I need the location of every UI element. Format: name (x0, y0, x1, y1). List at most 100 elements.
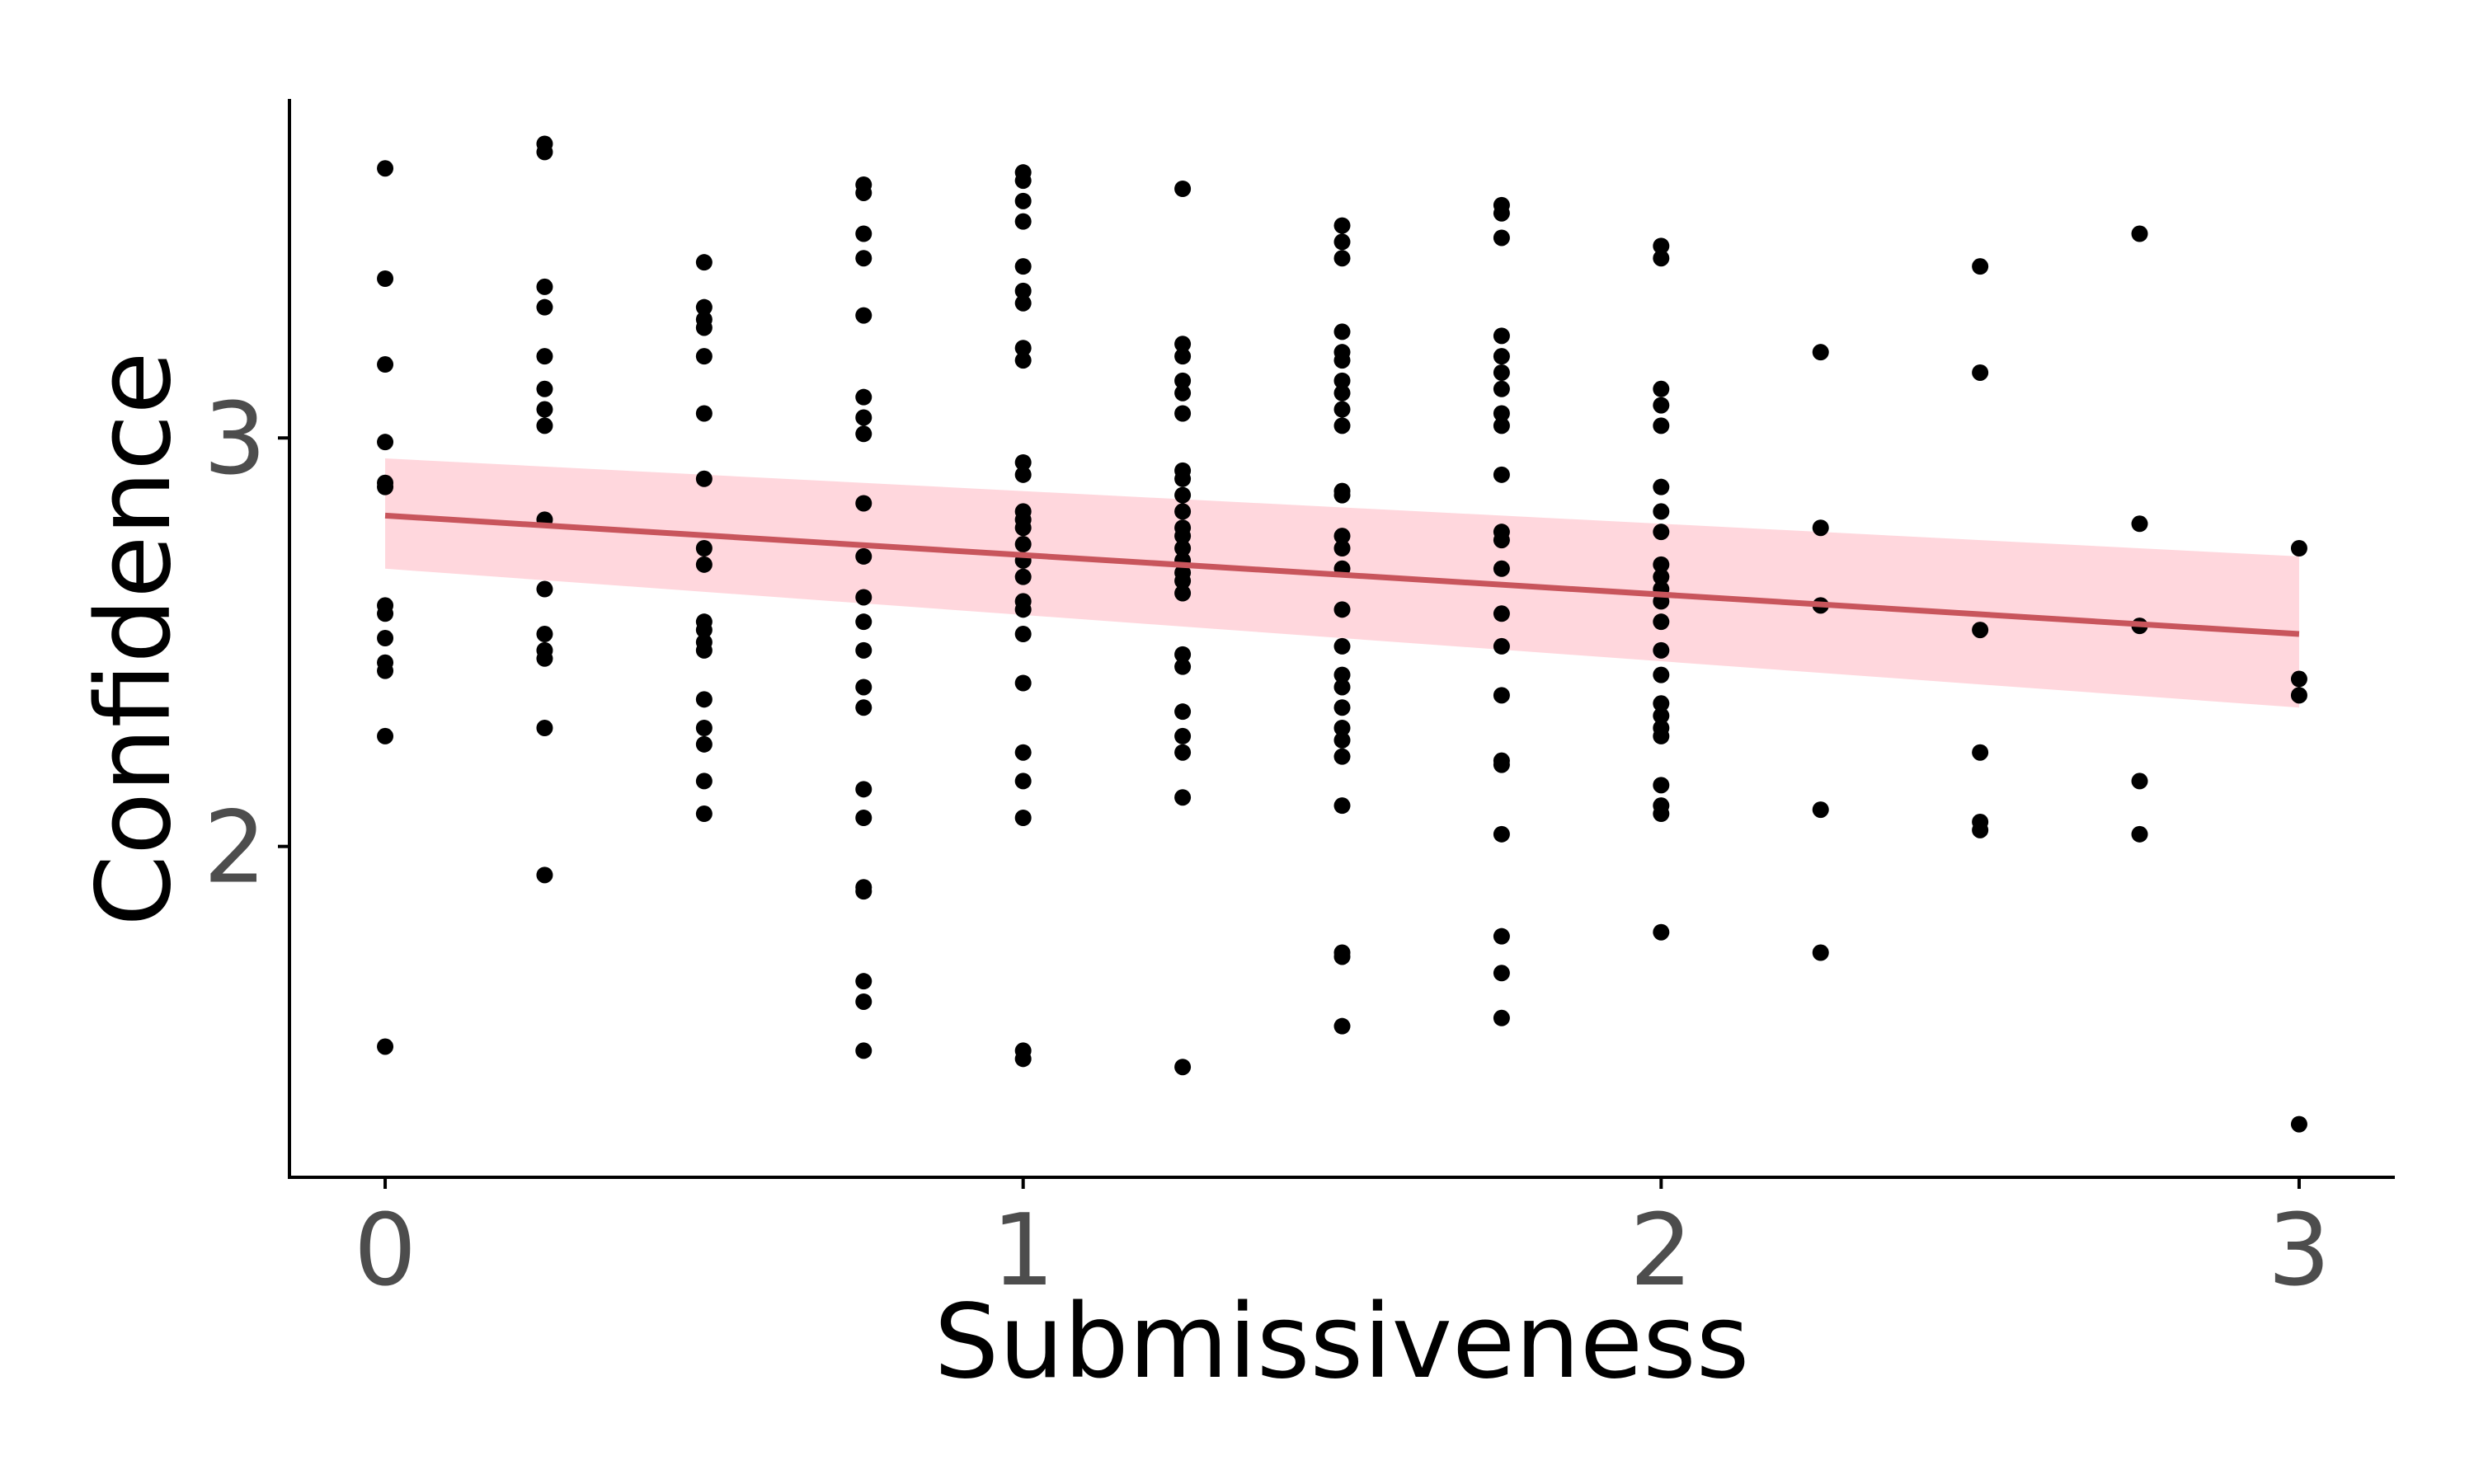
data-point (1493, 380, 1510, 397)
data-point (1014, 536, 1032, 553)
data-point (1333, 748, 1351, 765)
data-point (1014, 466, 1032, 483)
data-point (695, 622, 713, 639)
data-point (1493, 405, 1510, 422)
data-point (1493, 605, 1510, 622)
data-point (1653, 380, 1670, 397)
data-point (536, 278, 553, 295)
data-point (1493, 965, 1510, 982)
data-point (1972, 258, 1989, 275)
data-point (695, 556, 713, 573)
data-point (1174, 727, 1192, 744)
data-point (695, 298, 713, 316)
data-point (1653, 805, 1670, 823)
data-point (855, 883, 872, 900)
data-point (855, 810, 872, 826)
data-point (536, 580, 553, 598)
data-point (1653, 478, 1670, 495)
data-point (1174, 348, 1192, 365)
data-point (855, 679, 872, 696)
data-point (1333, 540, 1351, 556)
data-point (1333, 601, 1351, 618)
data-point (1174, 572, 1192, 589)
data-point (1653, 641, 1670, 659)
data-point (1972, 744, 1989, 761)
data-point (855, 388, 872, 406)
data-point (1653, 727, 1670, 744)
data-point (1014, 172, 1032, 190)
data-point (695, 348, 713, 365)
data-point (1174, 540, 1192, 556)
data-point (1493, 348, 1510, 365)
data-point (1333, 250, 1351, 267)
data-point (377, 160, 394, 177)
data-point (1174, 744, 1192, 761)
data-point (1812, 344, 1829, 361)
data-point (695, 641, 713, 659)
data-point (1014, 674, 1032, 692)
data-point (2131, 225, 2148, 242)
data-point (1174, 384, 1192, 402)
data-point (1174, 585, 1192, 602)
x-tick-label: 3 (2268, 1194, 2331, 1308)
data-point (855, 973, 872, 990)
data-point (1174, 658, 1192, 675)
data-point (1333, 637, 1351, 655)
data-point (2290, 540, 2307, 556)
data-point (1014, 213, 1032, 230)
data-point (1174, 372, 1192, 389)
data-point (1174, 405, 1192, 422)
data-point (1333, 233, 1351, 251)
data-point (1014, 258, 1032, 275)
data-point (855, 993, 872, 1010)
data-point (377, 727, 394, 744)
data-point (1812, 801, 1829, 819)
data-point (695, 735, 713, 753)
data-point (536, 380, 553, 397)
data-point (1493, 532, 1510, 549)
data-point (1014, 601, 1032, 618)
data-point (1333, 323, 1351, 340)
data-point (695, 405, 713, 422)
data-point (1333, 797, 1351, 815)
data-point (1493, 1009, 1510, 1026)
data-point (855, 1042, 872, 1059)
confidence-band (385, 458, 2299, 708)
data-point (1493, 466, 1510, 483)
data-point (1174, 1059, 1192, 1076)
data-point (1493, 756, 1510, 773)
data-point (1333, 720, 1351, 736)
data-point (536, 143, 553, 161)
y-tick-label: 3 (204, 383, 266, 497)
data-point (855, 184, 872, 201)
data-point (1333, 352, 1351, 369)
data-point (2290, 1115, 2307, 1133)
data-point (377, 478, 394, 495)
axes-layer (288, 99, 2395, 1179)
data-point (1333, 731, 1351, 749)
data-point (855, 225, 872, 242)
data-point (536, 417, 553, 434)
data-point (2131, 773, 2148, 790)
data-point (1493, 637, 1510, 655)
data-point (1333, 217, 1351, 234)
data-point (536, 401, 553, 418)
data-point (1014, 1050, 1032, 1068)
data-point (1333, 384, 1351, 402)
x-axis-title: Submissiveness (934, 1283, 1750, 1402)
data-point (377, 434, 394, 451)
data-point (2131, 515, 2148, 533)
data-point (695, 254, 713, 271)
data-point (377, 270, 394, 287)
data-point (1174, 703, 1192, 721)
data-point (1493, 229, 1510, 247)
data-point (1653, 250, 1670, 267)
data-point (536, 650, 553, 667)
data-point (1653, 777, 1670, 794)
data-point (695, 720, 713, 736)
data-point (1653, 503, 1670, 520)
data-point (1972, 364, 1989, 381)
data-point (536, 720, 553, 736)
data-point (1014, 568, 1032, 585)
data-point (377, 356, 394, 373)
